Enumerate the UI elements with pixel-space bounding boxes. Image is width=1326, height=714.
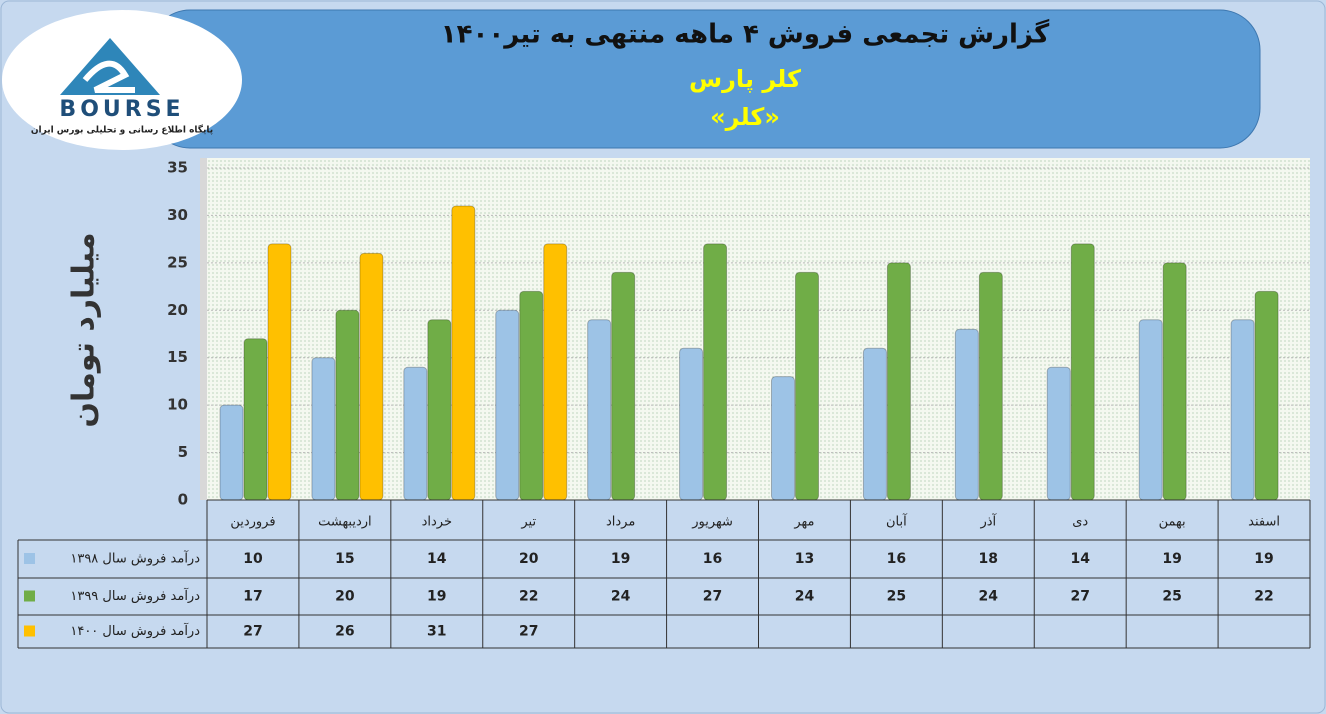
legend-swatch <box>24 625 35 637</box>
bar <box>703 243 728 501</box>
table-value: 24 <box>795 589 815 605</box>
y-tick-label: 30 <box>167 206 188 224</box>
table-value: 25 <box>1162 589 1181 605</box>
y-tick-label: 10 <box>167 396 188 414</box>
y-tick-label: 0 <box>178 491 188 509</box>
table-value: 16 <box>703 551 722 567</box>
logo-tagline: پایگاه اطلاع رسانی و تحلیلی بورس ایران <box>31 124 213 136</box>
bar <box>311 357 336 501</box>
table-value: 27 <box>243 624 262 640</box>
bar <box>795 271 819 501</box>
bar <box>267 243 292 501</box>
table-value: 14 <box>427 551 447 567</box>
table-value: 19 <box>427 589 446 605</box>
category-label: آذر <box>979 513 997 530</box>
table-value: 10 <box>243 551 263 567</box>
category-label: آبان <box>886 513 908 530</box>
bar <box>954 328 979 501</box>
bar <box>219 404 244 501</box>
bar <box>886 262 911 501</box>
bar <box>862 347 887 501</box>
table-value: 22 <box>1254 589 1273 605</box>
bar <box>587 319 612 501</box>
plot-wall <box>200 158 207 500</box>
category-label: اسفند <box>1248 515 1280 530</box>
legend-label: درآمد فروش سال ۱۳۹۹ <box>70 587 200 604</box>
table-value: 14 <box>1070 551 1090 567</box>
table-value: 27 <box>519 624 538 640</box>
bar <box>1046 366 1071 501</box>
legend-swatch <box>24 553 35 564</box>
logo-mark <box>82 60 135 93</box>
y-tick-label: 25 <box>167 253 188 271</box>
bar <box>543 243 568 501</box>
table-value: 17 <box>243 589 262 605</box>
table-value: 13 <box>795 551 814 567</box>
table-value: 24 <box>979 589 999 605</box>
bar <box>1162 262 1187 501</box>
table-value: 19 <box>1254 551 1273 567</box>
bar <box>243 338 268 501</box>
table-value: 15 <box>335 551 354 567</box>
category-label: مرداد <box>606 515 635 530</box>
y-tick-label: 5 <box>178 443 188 461</box>
bar <box>335 309 360 501</box>
bar <box>1070 243 1095 501</box>
table-value: 19 <box>611 551 630 567</box>
category-label: فروردین <box>230 515 275 530</box>
category-label: مهر <box>793 515 814 530</box>
category-label: تیر <box>520 515 536 530</box>
table-value: 20 <box>335 589 355 605</box>
chart-title: گزارش تجمعی فروش ۴ ماهه منتهی به تیر۱۴۰۰ <box>441 19 1050 50</box>
bar <box>978 271 1003 501</box>
bar <box>403 366 428 501</box>
bar <box>611 271 636 501</box>
table-value: 24 <box>611 589 631 605</box>
table-value: 22 <box>519 589 538 605</box>
category-label: دی <box>1072 515 1088 530</box>
bar <box>1138 319 1163 501</box>
category-label: خرداد <box>422 515 452 530</box>
legend-label: درآمد فروش سال ۱۴۰۰ <box>70 622 200 639</box>
table-value: 27 <box>703 589 722 605</box>
bar <box>519 290 544 501</box>
table-value: 20 <box>519 551 539 567</box>
logo-name: BOURSE <box>59 97 184 122</box>
table-value: 25 <box>887 589 906 605</box>
bar <box>359 252 384 501</box>
y-tick-label: 15 <box>167 348 188 366</box>
legend-label: درآمد فروش سال ۱۳۹۸ <box>70 550 200 567</box>
table-value: 27 <box>1070 589 1089 605</box>
category-label: اردیبهشت <box>318 515 372 530</box>
bar <box>495 309 520 501</box>
bar <box>1230 319 1255 501</box>
category-label: بهمن <box>1159 515 1186 530</box>
bar <box>679 347 704 501</box>
plot-area <box>207 158 1310 500</box>
table-value: 31 <box>427 624 446 640</box>
bar <box>451 205 476 501</box>
y-axis-label: میلیارد تومان <box>67 232 102 427</box>
chart-symbol: «کلر» <box>710 103 780 131</box>
bar <box>427 319 452 501</box>
bar <box>771 376 795 501</box>
bar <box>1254 290 1279 501</box>
table-value: 26 <box>335 624 354 640</box>
table-value: 19 <box>1162 551 1181 567</box>
legend-swatch <box>24 590 35 602</box>
table-value: 18 <box>979 551 998 567</box>
category-label: شهریور <box>691 515 733 530</box>
table-value: 16 <box>887 551 906 567</box>
chart-subtitle: کلر پارس <box>689 65 801 93</box>
y-tick-label: 20 <box>167 301 188 319</box>
y-tick-label: 35 <box>167 159 188 177</box>
